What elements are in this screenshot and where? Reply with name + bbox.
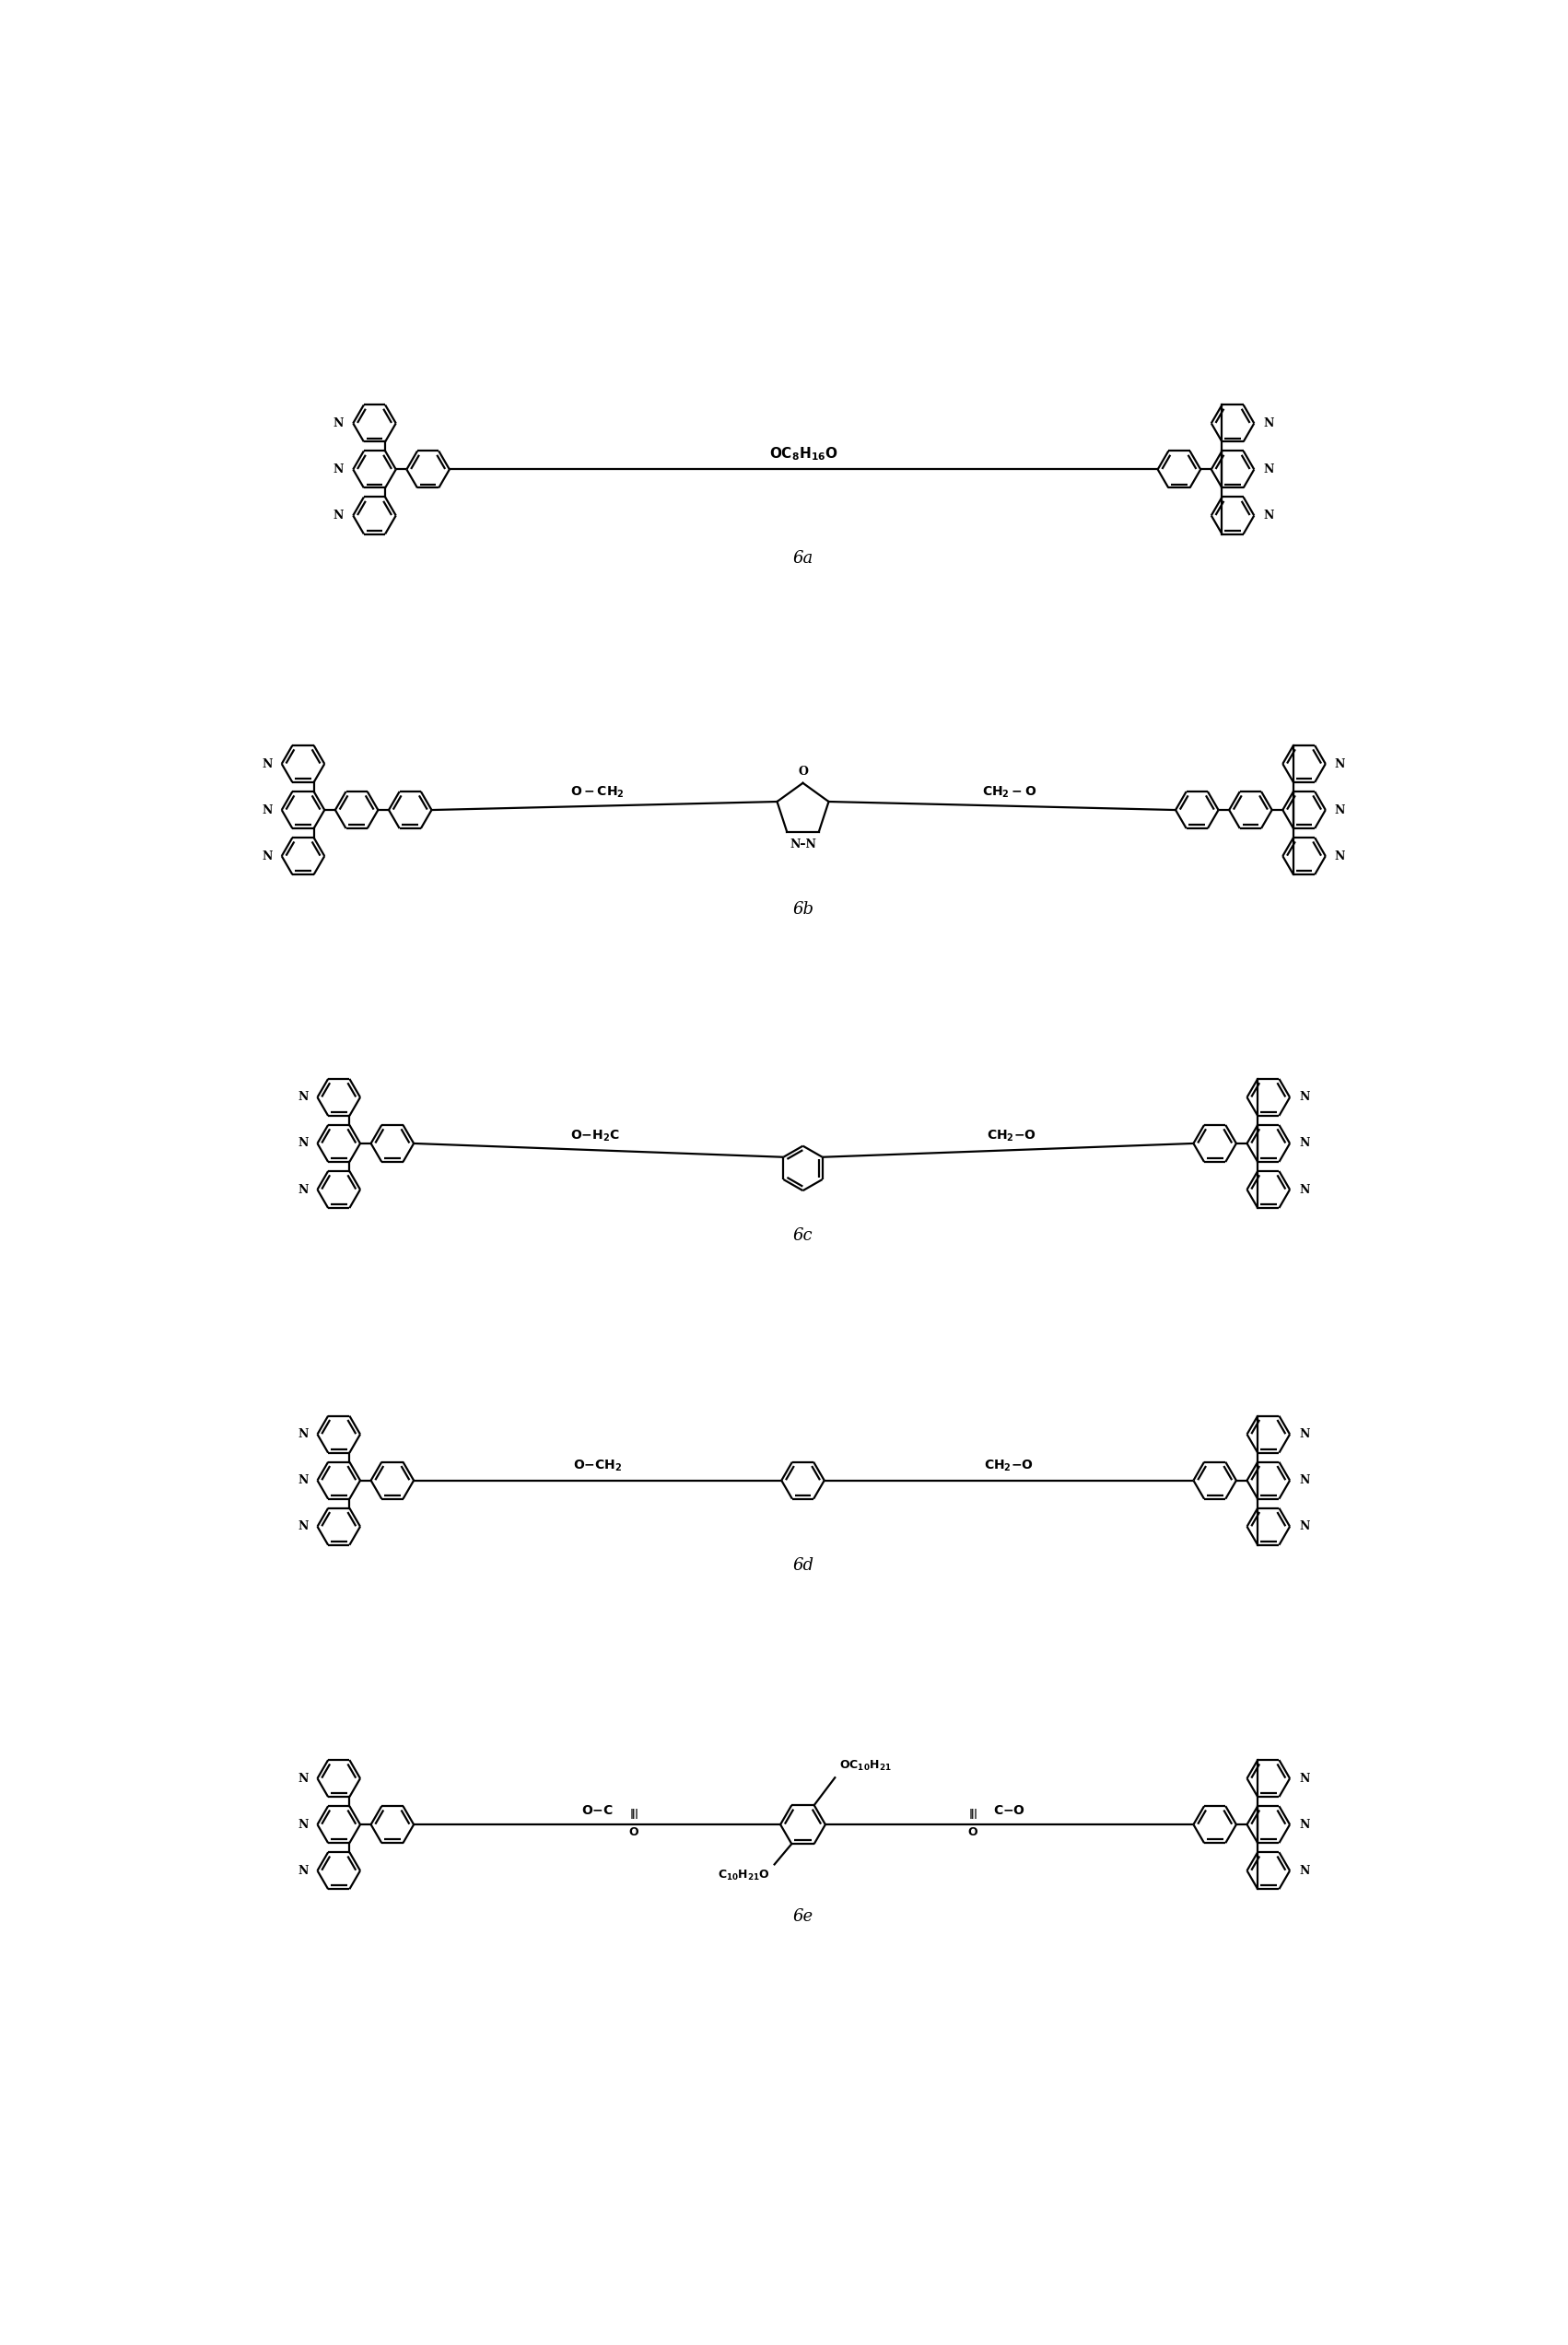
Text: N–N: N–N: [790, 840, 817, 851]
Text: $\mathbf{O{-}C}$: $\mathbf{O{-}C}$: [582, 1806, 613, 1817]
Text: N: N: [298, 1820, 307, 1831]
Text: N: N: [1264, 417, 1273, 429]
Text: N: N: [1334, 757, 1345, 769]
Text: $\mathbf{CH_2{-}O}$: $\mathbf{CH_2{-}O}$: [985, 1459, 1033, 1473]
Text: $\mathbf{C{-}O}$: $\mathbf{C{-}O}$: [993, 1806, 1025, 1817]
Text: N: N: [334, 464, 343, 476]
Text: N: N: [262, 757, 273, 769]
Text: N: N: [298, 1520, 307, 1534]
Text: O: O: [629, 1827, 638, 1838]
Text: $\mathbf{CH_2{-}O}$: $\mathbf{CH_2{-}O}$: [986, 1128, 1036, 1142]
Text: N: N: [1334, 804, 1345, 816]
Text: N: N: [1264, 509, 1273, 521]
Text: $\mathbf{OC_{10}H_{21}}$: $\mathbf{OC_{10}H_{21}}$: [839, 1759, 891, 1773]
Text: N: N: [298, 1137, 307, 1149]
Text: N: N: [1300, 1137, 1309, 1149]
Text: N: N: [298, 1184, 307, 1196]
Text: N: N: [334, 417, 343, 429]
Text: N: N: [1300, 1475, 1309, 1487]
Text: 6e: 6e: [793, 1909, 814, 1925]
Text: $\mathbf{OC_8H_{16}O}$: $\mathbf{OC_8H_{16}O}$: [770, 446, 837, 462]
Text: N: N: [1334, 851, 1345, 863]
Text: N: N: [262, 851, 273, 863]
Text: $\mathbf{O{-}H_2C}$: $\mathbf{O{-}H_2C}$: [571, 1128, 619, 1142]
Text: N: N: [1300, 1428, 1309, 1440]
Text: $\mathbf{O-CH_2}$: $\mathbf{O-CH_2}$: [571, 786, 624, 800]
Text: N: N: [298, 1090, 307, 1102]
Text: N: N: [298, 1428, 307, 1440]
Text: $\mathbf{O{-}CH_2}$: $\mathbf{O{-}CH_2}$: [572, 1459, 622, 1473]
Text: N: N: [1300, 1184, 1309, 1196]
Text: N: N: [298, 1475, 307, 1487]
Text: $\mathbf{CH_2-O}$: $\mathbf{CH_2-O}$: [982, 786, 1036, 800]
Text: O: O: [798, 764, 808, 776]
Text: N: N: [1300, 1864, 1309, 1876]
Text: N: N: [1300, 1773, 1309, 1785]
Text: O: O: [967, 1827, 977, 1838]
Text: N: N: [1300, 1520, 1309, 1534]
Text: N: N: [1300, 1090, 1309, 1102]
Text: 6d: 6d: [792, 1557, 814, 1573]
Text: 6b: 6b: [792, 900, 814, 917]
Text: N: N: [1264, 464, 1273, 476]
Text: N: N: [262, 804, 273, 816]
Text: $\mathbf{C_{10}H_{21}O}$: $\mathbf{C_{10}H_{21}O}$: [718, 1869, 770, 1883]
Text: N: N: [298, 1864, 307, 1876]
Text: 6c: 6c: [793, 1226, 812, 1243]
Text: N: N: [1300, 1820, 1309, 1831]
Text: 6a: 6a: [793, 549, 814, 567]
Text: $\mathbf{\||}$: $\mathbf{\||}$: [967, 1808, 977, 1822]
Text: N: N: [298, 1773, 307, 1785]
Text: N: N: [334, 509, 343, 521]
Text: $\mathbf{\||}$: $\mathbf{\||}$: [629, 1808, 638, 1822]
